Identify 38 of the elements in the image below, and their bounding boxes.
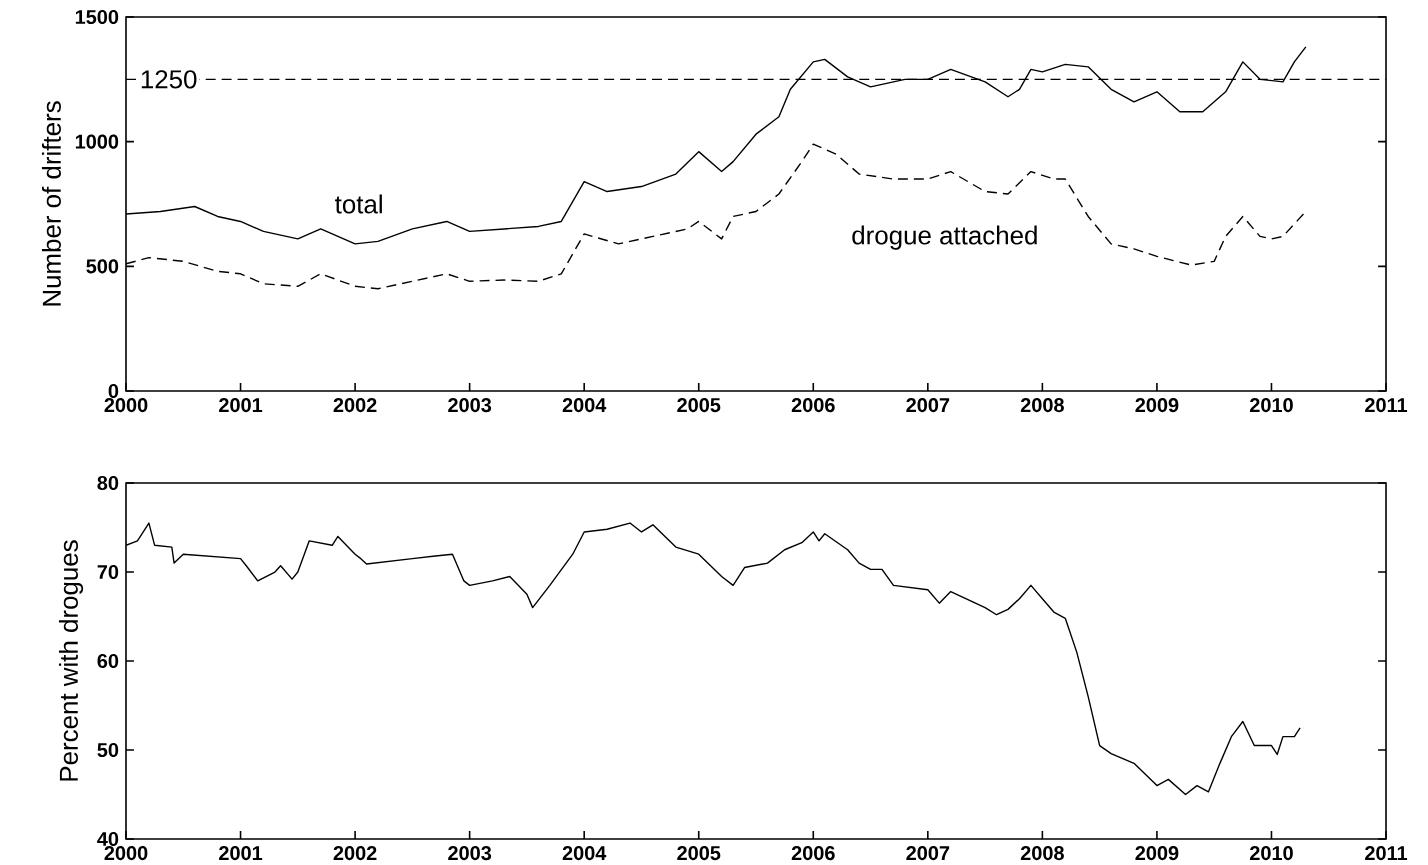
x-tick-label: 2006 bbox=[791, 846, 835, 861]
x-tick-label: 2007 bbox=[906, 846, 950, 861]
x-tick-label: 2008 bbox=[1020, 398, 1064, 413]
y-tick-label: 80 bbox=[97, 475, 119, 491]
x-tick-label: 2010 bbox=[1249, 846, 1293, 861]
y-tick-label: 0 bbox=[108, 383, 119, 399]
y-axis-title: Number of drifters bbox=[41, 101, 61, 306]
y-tick-label: 70 bbox=[97, 564, 119, 580]
x-tick-label: 2009 bbox=[1135, 846, 1179, 861]
series-label: drogue attached bbox=[852, 225, 1037, 250]
x-tick-label: 2009 bbox=[1135, 398, 1179, 413]
x-tick-label: 2000 bbox=[104, 398, 148, 413]
y-axis-title: Percent with drogues bbox=[58, 540, 84, 781]
y-tick-label: 1500 bbox=[75, 9, 119, 25]
x-tick-label: 2006 bbox=[791, 398, 835, 413]
x-tick-label: 2004 bbox=[562, 846, 607, 861]
ref-line-label: 1250 bbox=[141, 70, 197, 89]
y-tick-label: 40 bbox=[97, 831, 119, 847]
x-tick-label: 2000 bbox=[104, 846, 148, 861]
x-tick-label: 2010 bbox=[1249, 398, 1293, 413]
y-tick-label: 60 bbox=[97, 653, 119, 669]
x-tick-label: 2011 bbox=[1365, 846, 1408, 861]
x-tick-label: 2004 bbox=[562, 398, 607, 413]
x-tick-label: 2003 bbox=[448, 398, 492, 413]
x-tick-label: 2002 bbox=[333, 846, 377, 861]
y-tick-label: 50 bbox=[97, 742, 119, 758]
x-tick-label: 2008 bbox=[1020, 846, 1064, 861]
x-tick-label: 2005 bbox=[677, 398, 721, 413]
x-tick-label: 2005 bbox=[677, 846, 721, 861]
y-tick-label: 1000 bbox=[75, 134, 119, 149]
x-tick-label: 2002 bbox=[333, 398, 377, 413]
x-tick-label: 2001 bbox=[219, 398, 263, 413]
y-tick-label: 500 bbox=[86, 259, 119, 274]
x-tick-label: 2007 bbox=[906, 398, 950, 413]
x-tick-label: 2003 bbox=[448, 846, 492, 861]
series-label: total bbox=[335, 194, 382, 214]
x-tick-label: 2011 bbox=[1365, 398, 1408, 413]
x-tick-label: 2001 bbox=[219, 846, 263, 861]
